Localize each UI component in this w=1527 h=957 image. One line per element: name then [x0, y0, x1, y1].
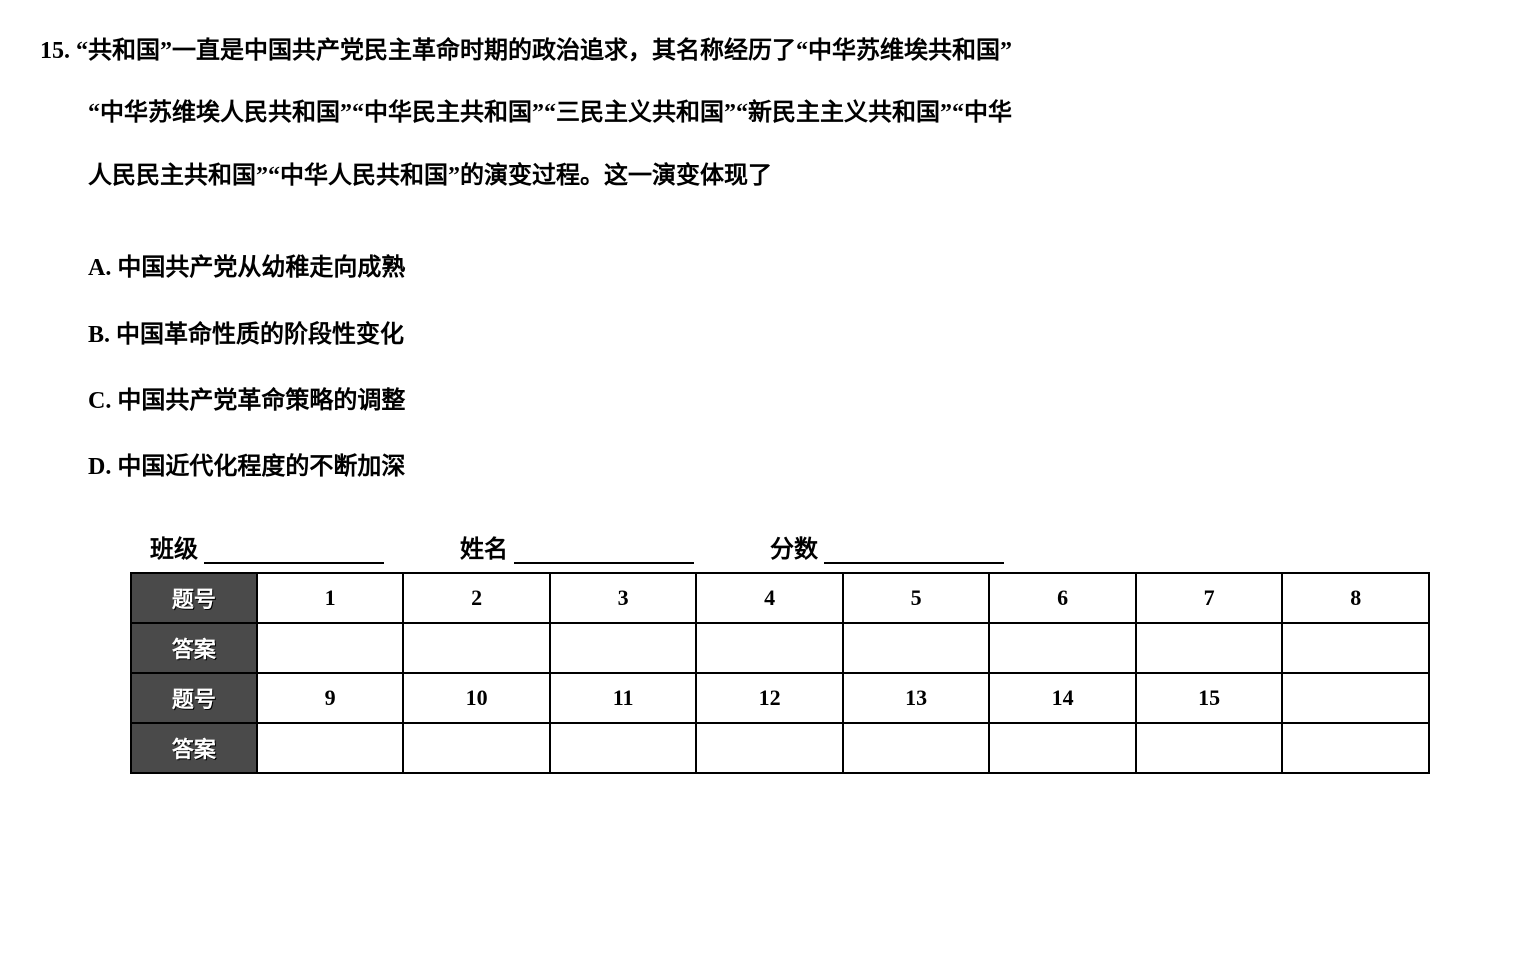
- question-block: 15. “共和国”一直是中国共产党民主革命时期的政治追求，其名称经历了“中华苏维…: [40, 20, 1487, 207]
- question-stem-line1: “共和国”一直是中国共产党民主革命时期的政治追求，其名称经历了“中华苏维埃共和国…: [76, 38, 1012, 64]
- option-b: B. 中国革命性质的阶段性变化: [88, 304, 1487, 366]
- score-blank: [824, 538, 1004, 564]
- answer-table: 题号 1 2 3 4 5 6 7 8 答案 题号 9 10 11 12 13 1…: [130, 572, 1430, 774]
- option-a: A. 中国共产党从幼稚走向成熟: [88, 237, 1487, 299]
- name-label: 姓名: [460, 529, 508, 564]
- ans-cell: [989, 723, 1136, 773]
- ans-cell: [257, 723, 404, 773]
- options-block: A. 中国共产党从幼稚走向成熟 B. 中国革命性质的阶段性变化 C. 中国共产党…: [40, 237, 1487, 499]
- qnum-cell: 7: [1136, 573, 1283, 623]
- qnum-cell: 8: [1282, 573, 1429, 623]
- qnum-cell: 4: [696, 573, 843, 623]
- ans-cell: [843, 623, 990, 673]
- class-blank: [204, 538, 384, 564]
- ans-cell: [989, 623, 1136, 673]
- qnum-cell: 6: [989, 573, 1136, 623]
- qnum-cell: 12: [696, 673, 843, 723]
- ans-cell: [550, 623, 697, 673]
- qnum-cell: 2: [403, 573, 550, 623]
- table-row: 答案: [131, 623, 1429, 673]
- table-row: 题号 1 2 3 4 5 6 7 8: [131, 573, 1429, 623]
- option-c: C. 中国共产党革命策略的调整: [88, 370, 1487, 432]
- ans-cell: [403, 623, 550, 673]
- ans-cell: [843, 723, 990, 773]
- qnum-cell: 11: [550, 673, 697, 723]
- qnum-cell: 5: [843, 573, 990, 623]
- qnum-cell: 3: [550, 573, 697, 623]
- ans-cell: [550, 723, 697, 773]
- class-label: 班级: [150, 529, 198, 564]
- row-header-question: 题号: [131, 673, 257, 723]
- qnum-cell: [1282, 673, 1429, 723]
- ans-cell: [1136, 623, 1283, 673]
- question-number: 15.: [40, 38, 70, 64]
- ans-cell: [1282, 723, 1429, 773]
- ans-cell: [1282, 623, 1429, 673]
- row-header-answer: 答案: [131, 723, 257, 773]
- ans-cell: [696, 623, 843, 673]
- ans-cell: [1136, 723, 1283, 773]
- qnum-cell: 15: [1136, 673, 1283, 723]
- name-blank: [514, 538, 694, 564]
- ans-cell: [403, 723, 550, 773]
- question-stem-line3: 人民民主共和国”“中华人民共和国”的演变过程。这一演变体现了: [40, 145, 1487, 207]
- qnum-cell: 9: [257, 673, 404, 723]
- question-stem-line2: “中华苏维埃人民共和国”“中华民主共和国”“三民主义共和国”“新民主主义共和国”…: [40, 82, 1487, 144]
- qnum-cell: 14: [989, 673, 1136, 723]
- qnum-cell: 13: [843, 673, 990, 723]
- row-header-answer: 答案: [131, 623, 257, 673]
- ans-cell: [696, 723, 843, 773]
- table-row: 答案: [131, 723, 1429, 773]
- option-d: D. 中国近代化程度的不断加深: [88, 436, 1487, 498]
- student-info-line: 班级 姓名 分数: [40, 529, 1487, 564]
- ans-cell: [257, 623, 404, 673]
- table-row: 题号 9 10 11 12 13 14 15: [131, 673, 1429, 723]
- qnum-cell: 10: [403, 673, 550, 723]
- row-header-question: 题号: [131, 573, 257, 623]
- score-label: 分数: [770, 529, 818, 564]
- qnum-cell: 1: [257, 573, 404, 623]
